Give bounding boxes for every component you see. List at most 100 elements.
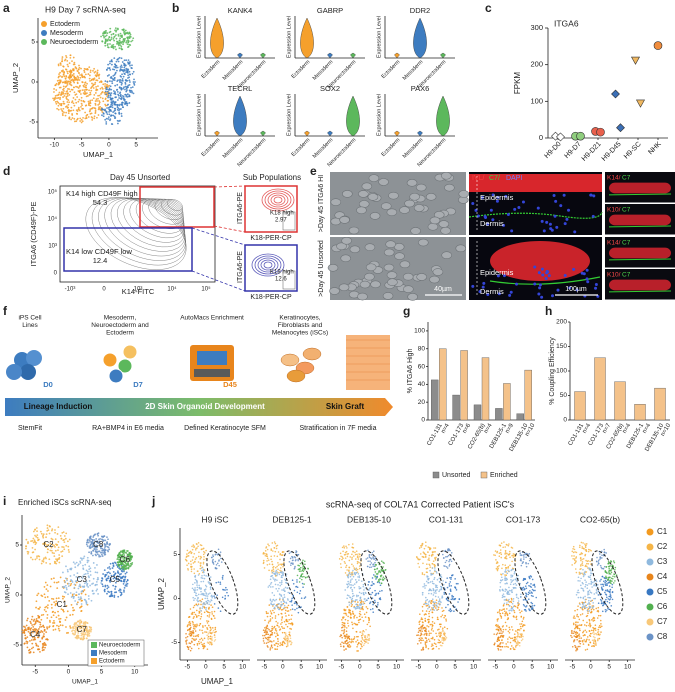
- cell-point: [278, 588, 280, 590]
- cell-point: [196, 580, 198, 582]
- cell-point: [202, 606, 204, 608]
- cell-point: [89, 105, 91, 107]
- cell-point: [279, 582, 281, 584]
- cell-point: [426, 603, 428, 605]
- cell-point: [428, 639, 430, 641]
- cell-point: [80, 598, 82, 600]
- cell-point: [266, 555, 268, 557]
- cell-point: [511, 645, 513, 647]
- cell-point: [60, 81, 62, 83]
- cell-point: [495, 625, 497, 627]
- cell-point: [273, 612, 275, 614]
- cell-point: [58, 97, 60, 99]
- cell-point: [62, 625, 64, 627]
- cell-point: [510, 642, 512, 644]
- cell-point: [205, 575, 207, 577]
- label: K10/: [607, 272, 621, 279]
- cell-point: [208, 642, 210, 644]
- cell-point: [439, 578, 441, 580]
- cell-point: [502, 546, 504, 548]
- cell-point: [428, 616, 430, 618]
- cell-point: [113, 38, 115, 40]
- cell-point: [287, 642, 289, 644]
- cell-point: [200, 618, 202, 620]
- cell-point: [276, 566, 278, 568]
- cell-point: [86, 544, 88, 546]
- cell-point: [121, 36, 123, 38]
- cell-point: [440, 641, 442, 643]
- cell-point: [204, 638, 206, 640]
- cell-point: [212, 562, 214, 564]
- cell-point: [58, 92, 60, 94]
- cell-point: [90, 113, 92, 115]
- cell-point: [350, 581, 352, 583]
- cell-point: [75, 99, 77, 101]
- cell-point: [420, 634, 422, 636]
- cell-point: [60, 551, 62, 553]
- cell-point: [208, 631, 210, 633]
- cell-point: [66, 101, 68, 103]
- gene-name: SOX2: [320, 84, 340, 93]
- cell-point: [433, 601, 435, 603]
- cell-point: [367, 636, 369, 638]
- cell-point: [118, 572, 120, 574]
- cell: [366, 264, 376, 271]
- cell: [429, 276, 439, 283]
- cell-point: [70, 84, 72, 86]
- cell-point: [119, 57, 121, 59]
- cell-point: [203, 581, 205, 583]
- violin: [305, 131, 310, 136]
- cell-point: [345, 554, 347, 556]
- cell-point: [291, 556, 293, 558]
- cell-point: [357, 639, 359, 641]
- cell-point: [516, 584, 518, 586]
- cell-point: [51, 578, 53, 580]
- cell-point: [209, 592, 211, 594]
- cell-point: [421, 543, 423, 545]
- cell-point: [270, 556, 272, 558]
- cell-point: [374, 562, 376, 564]
- nucleus: [545, 277, 548, 280]
- y-tick-label: -5: [171, 639, 177, 646]
- cell-point: [29, 640, 31, 642]
- cell-point: [278, 614, 280, 616]
- cell-point: [426, 610, 428, 612]
- cell-point: [66, 57, 68, 59]
- cell-point: [282, 551, 284, 553]
- y-tick-label: 10⁵: [48, 189, 58, 196]
- cell-point: [222, 575, 224, 577]
- cell-point: [274, 600, 276, 602]
- cell-point: [356, 606, 358, 608]
- cell-point: [130, 41, 132, 43]
- cell-point: [33, 531, 35, 533]
- cell-point: [68, 80, 70, 82]
- cell-point: [512, 629, 514, 631]
- cell-point: [418, 631, 420, 633]
- cell-point: [289, 633, 291, 635]
- cell-point: [345, 566, 347, 568]
- cell-point: [427, 559, 429, 561]
- cell-point: [54, 529, 56, 531]
- cell-point: [379, 597, 381, 599]
- cell-point: [497, 566, 499, 568]
- cell-point: [122, 80, 124, 82]
- cell-point: [271, 582, 273, 584]
- violin: [395, 131, 400, 136]
- cell-point: [346, 565, 348, 567]
- cell-point: [268, 629, 270, 631]
- cell-point: [78, 596, 80, 598]
- cell-point: [356, 636, 358, 638]
- cell-point: [37, 537, 39, 539]
- cell-point: [56, 587, 58, 589]
- cell-point: [357, 557, 359, 559]
- cell-point: [26, 625, 28, 627]
- y-tick-label: 0: [421, 417, 425, 424]
- cell-point: [344, 561, 346, 563]
- cell-point: [104, 591, 106, 593]
- cell-icon: [303, 348, 321, 360]
- cell-point: [102, 100, 104, 102]
- cell: [369, 175, 379, 182]
- cell-point: [267, 645, 269, 647]
- cell-point: [197, 587, 199, 589]
- inset-signal: [609, 280, 671, 291]
